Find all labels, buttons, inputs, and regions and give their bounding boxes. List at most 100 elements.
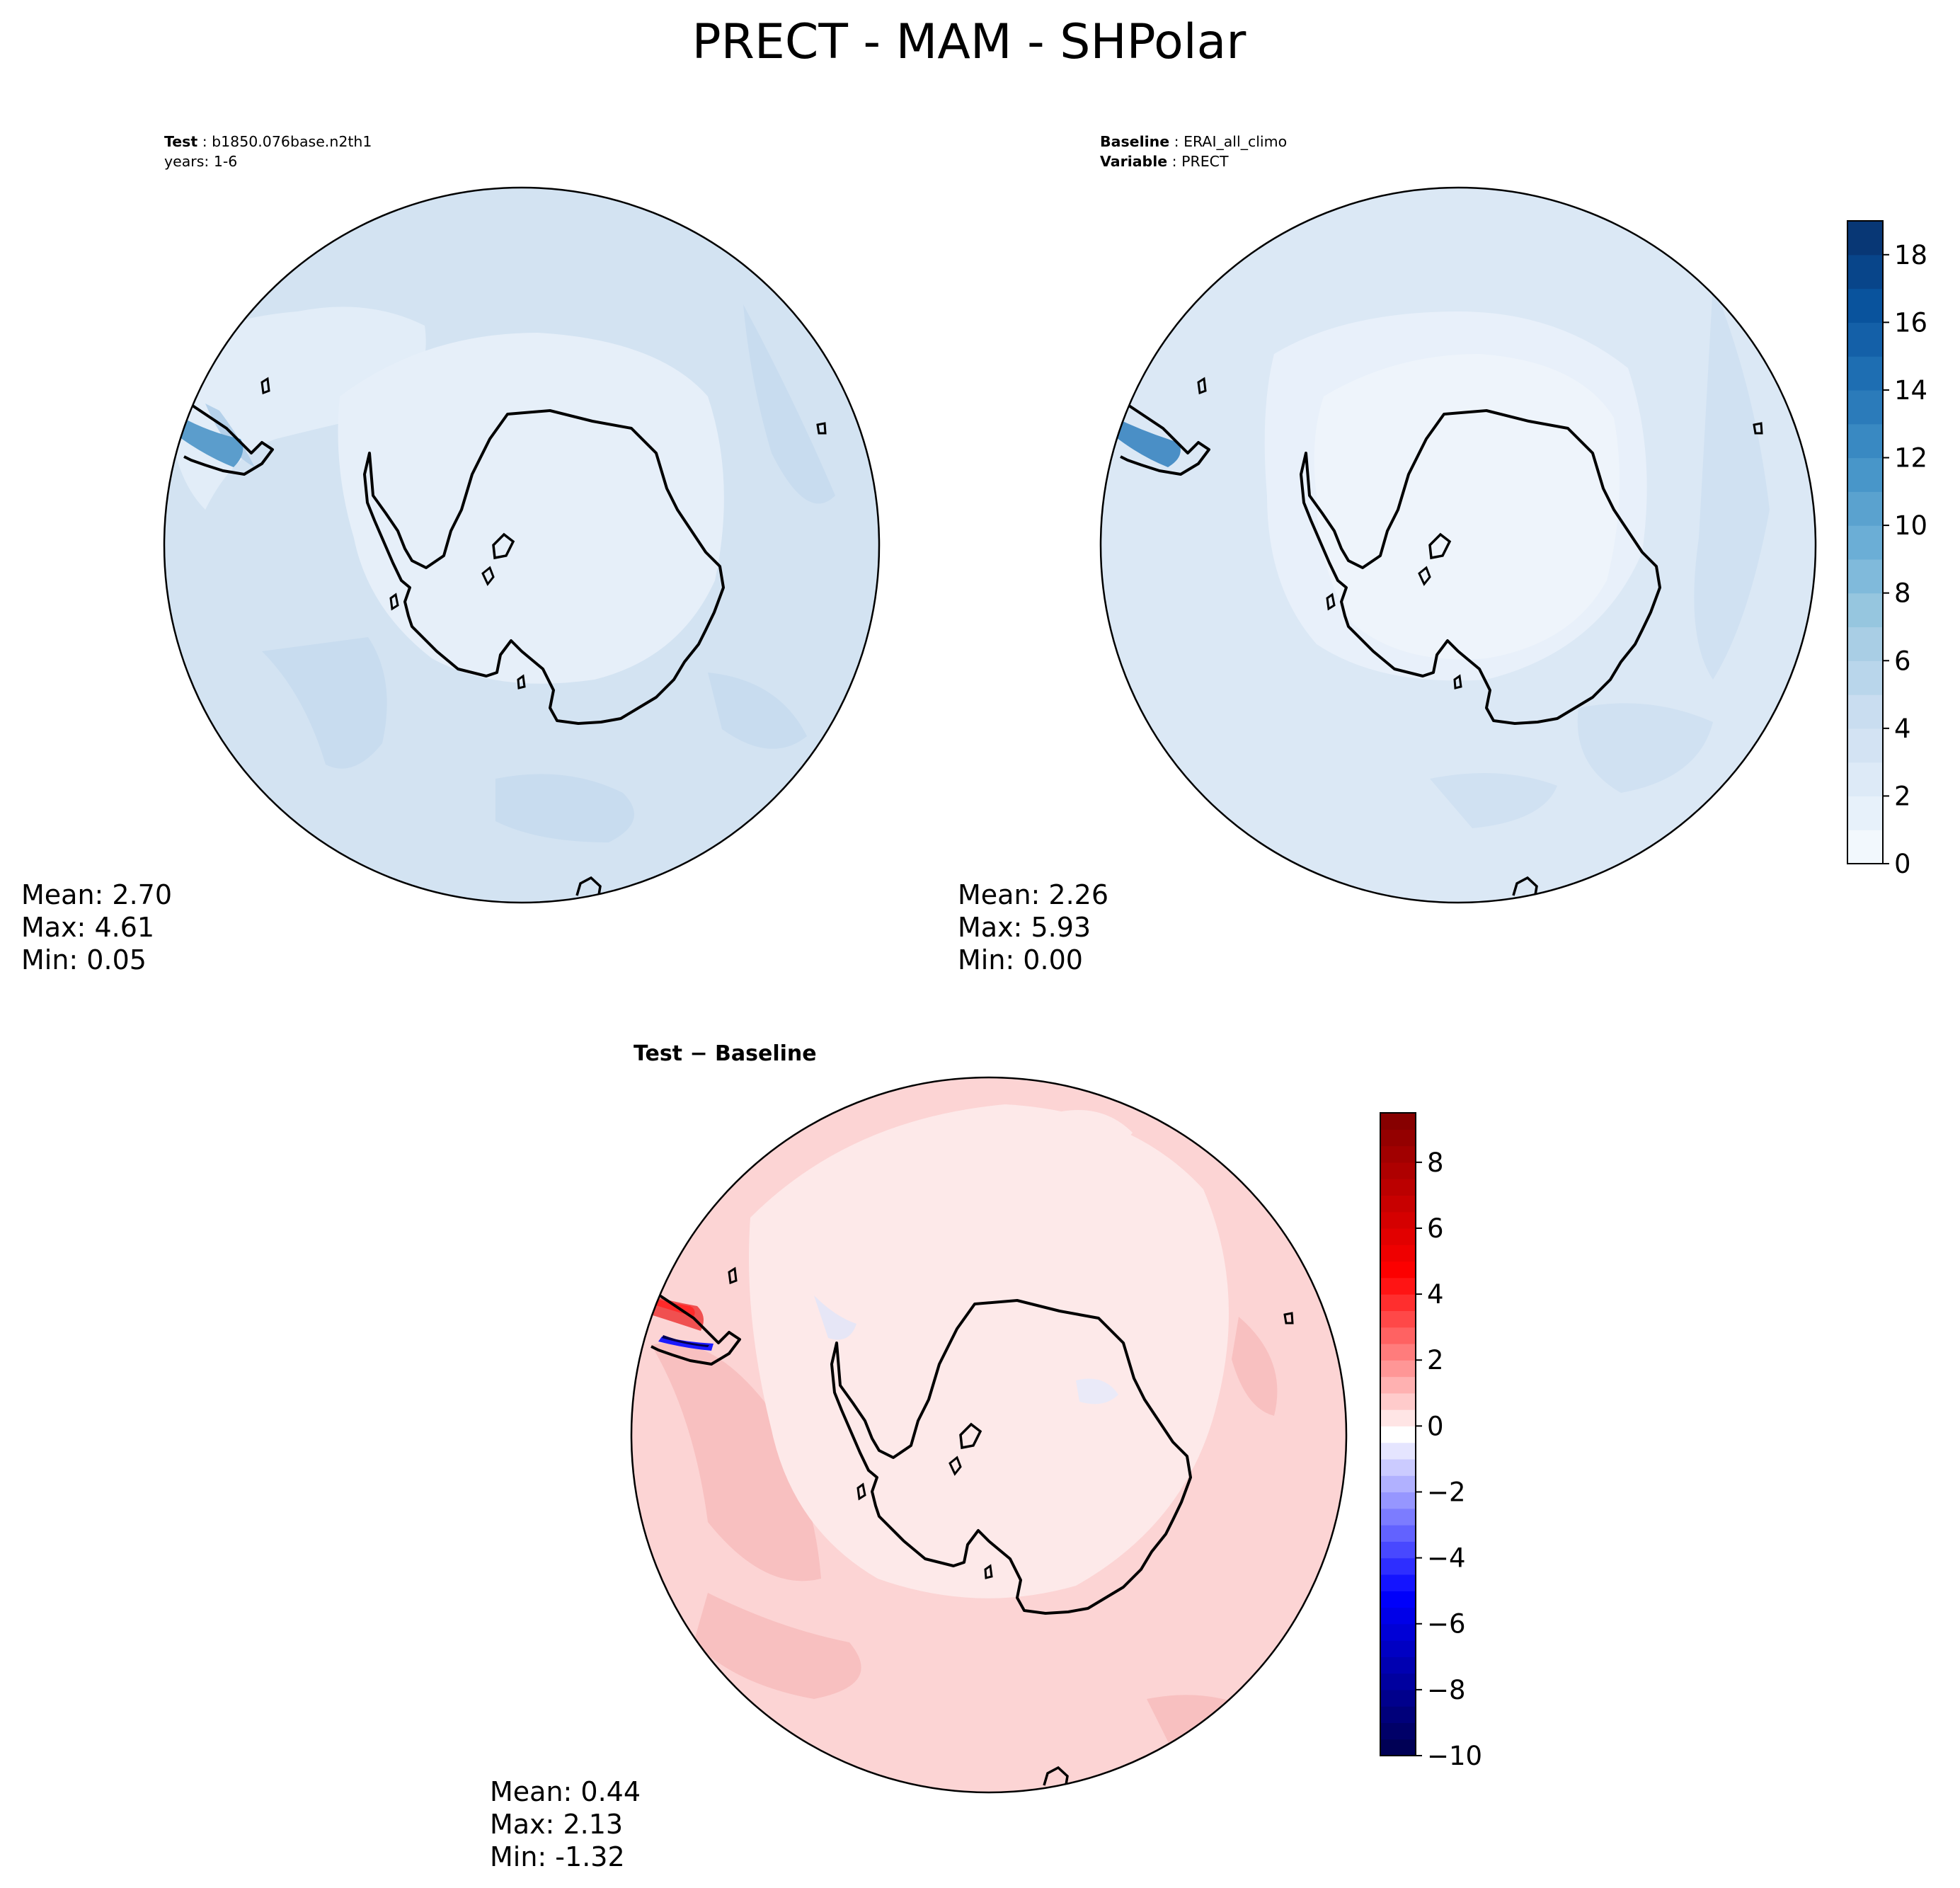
diff-colorbar-segment	[1380, 1739, 1416, 1756]
baseline-colorbar-tick-label: 18	[1894, 240, 1927, 270]
diff-colorbar-segment	[1380, 1574, 1416, 1591]
diff-colorbar-segment	[1380, 1475, 1416, 1493]
diff-colorbar-segment	[1380, 1557, 1416, 1575]
test-header-line1: Test : b1850.076base.n2th1	[164, 133, 372, 150]
diff-colorbar-segment	[1380, 1657, 1416, 1674]
diff-title: Test − Baseline	[634, 1041, 817, 1066]
baseline-colorbar-segment	[1847, 356, 1883, 391]
baseline-colorbar-segment	[1847, 457, 1883, 492]
baseline-colorbar-segment	[1847, 491, 1883, 526]
diff-colorbar-segment	[1380, 1261, 1416, 1278]
baseline-colorbar-segment	[1847, 389, 1883, 425]
baseline-colorbar-segment	[1847, 660, 1883, 695]
baseline-header-line2: Variable : PRECT	[1100, 153, 1229, 170]
diff-colorbar-segment	[1380, 1343, 1416, 1361]
diff-colorbar-segment	[1380, 1162, 1416, 1179]
baseline-colorbar-segment	[1847, 593, 1883, 628]
baseline-colorbar-segment	[1847, 796, 1883, 830]
diff-colorbar-segment	[1380, 1277, 1416, 1295]
diff-colorbar-segment	[1380, 1640, 1416, 1657]
test-map	[164, 188, 879, 903]
test-header-line2: years: 1-6	[164, 153, 237, 170]
diff-colorbar-tick-label: −4	[1427, 1543, 1466, 1574]
baseline-colorbar-segment	[1847, 728, 1883, 763]
diff-colorbar-segment	[1380, 1327, 1416, 1344]
diff-colorbar-segment	[1380, 1689, 1416, 1707]
diff-stat-min: Min: -1.32	[490, 1841, 625, 1872]
diff-colorbar-segment	[1380, 1145, 1416, 1163]
baseline-colorbar-segment	[1847, 288, 1883, 323]
diff-colorbar-segment	[1380, 1607, 1416, 1625]
diff-colorbar-tick-label: 8	[1427, 1148, 1444, 1178]
baseline-colorbar-segment	[1847, 830, 1883, 864]
baseline-colorbar-segment	[1847, 694, 1883, 729]
diff-colorbar-tick-label: −2	[1427, 1477, 1466, 1507]
diff-colorbar-tick-label: −10	[1427, 1741, 1482, 1771]
diff-colorbar-segment	[1380, 1492, 1416, 1509]
diff-colorbar-segment	[1380, 1706, 1416, 1724]
diff-colorbar-tick-label: 2	[1427, 1345, 1444, 1375]
baseline-colorbar-segment	[1847, 423, 1883, 459]
baseline-colorbar-tick-label: 12	[1894, 443, 1927, 474]
test-map-boundary	[163, 186, 881, 904]
baseline-colorbar-segment	[1847, 762, 1883, 797]
diff-colorbar-segment	[1380, 1458, 1416, 1476]
baseline-stat-min: Min: 0.00	[958, 944, 1083, 976]
diff-colorbar-tick-label: −8	[1427, 1675, 1466, 1705]
diff-colorbar-segment	[1380, 1113, 1416, 1130]
diff-colorbar-segment	[1380, 1179, 1416, 1196]
diff-colorbar-segment	[1380, 1426, 1416, 1443]
baseline-stat-mean: Mean: 2.26	[958, 879, 1108, 910]
diff-colorbar-frame	[1380, 1112, 1416, 1756]
test-stat-max: Max: 4.61	[21, 912, 154, 943]
diff-colorbar-tick-label: 6	[1427, 1213, 1444, 1244]
baseline-colorbar-tick-label: 14	[1894, 375, 1927, 406]
diff-panel: Test − Baseline Mean: 0.44 Max: 2.13	[490, 1041, 1482, 1872]
diff-stat-max: Max: 2.13	[490, 1809, 623, 1840]
baseline-colorbar-tick-label: 0	[1894, 849, 1911, 879]
baseline-colorbar-segment	[1847, 627, 1883, 661]
baseline-colorbar-tick-label: 8	[1894, 578, 1911, 609]
diff-colorbar-segment	[1380, 1591, 1416, 1608]
baseline-panel: Baseline : ERAI_all_climo Variable : PRE…	[958, 133, 1927, 976]
baseline-map-boundary	[1099, 186, 1817, 904]
diff-map-boundary	[630, 1076, 1348, 1794]
baseline-colorbar-tick-label: 2	[1894, 781, 1911, 811]
diff-colorbar-segment	[1380, 1541, 1416, 1559]
diff-colorbar-segment	[1380, 1442, 1416, 1460]
diff-colorbar-segment	[1380, 1245, 1416, 1262]
baseline-colorbar-tick-label: 10	[1894, 510, 1927, 541]
baseline-colorbar-tick-label: 4	[1894, 714, 1911, 744]
diff-map	[631, 1077, 1346, 1792]
baseline-colorbar-segment	[1847, 559, 1883, 594]
diff-colorbar-segment	[1380, 1376, 1416, 1394]
baseline-stat-max: Max: 5.93	[958, 912, 1091, 943]
diff-colorbar-segment	[1380, 1310, 1416, 1328]
baseline-colorbar-segment	[1847, 221, 1883, 256]
test-panel: Test : b1850.076base.n2th1 years: 1-6 Me…	[21, 133, 881, 976]
figure-title: PRECT - MAM - SHPolar	[692, 14, 1247, 70]
baseline-colorbar-segment	[1847, 322, 1883, 357]
diff-colorbar-segment	[1380, 1294, 1416, 1311]
diff-colorbar-segment	[1380, 1211, 1416, 1229]
baseline-colorbar-segment	[1847, 525, 1883, 560]
test-stat-mean: Mean: 2.70	[21, 879, 172, 910]
diff-colorbar-segment	[1380, 1360, 1416, 1378]
diff-colorbar-tick-label: 0	[1427, 1411, 1444, 1441]
baseline-colorbar-frame	[1847, 220, 1884, 864]
baseline-header-line1: Baseline : ERAI_all_climo	[1100, 133, 1287, 151]
baseline-colorbar-tick-label: 6	[1894, 646, 1911, 676]
baseline-colorbar-tick-label: 16	[1894, 307, 1927, 338]
diff-colorbar-tick-label: 4	[1427, 1279, 1444, 1310]
baseline-colorbar: 0 2 4 6 8 10 12 14 16 18	[1847, 220, 1927, 879]
diff-colorbar-segment	[1380, 1228, 1416, 1245]
diff-colorbar-segment	[1380, 1525, 1416, 1542]
test-stat-min: Min: 0.05	[21, 944, 147, 976]
diff-colorbar: −10 −8 −6 −4 −2 0 2 4 6 8	[1380, 1112, 1482, 1771]
diff-colorbar-segment	[1380, 1623, 1416, 1641]
diff-stat-mean: Mean: 0.44	[490, 1776, 641, 1807]
diff-colorbar-segment	[1380, 1195, 1416, 1213]
diff-colorbar-segment	[1380, 1508, 1416, 1526]
diff-colorbar-segment	[1380, 1392, 1416, 1410]
